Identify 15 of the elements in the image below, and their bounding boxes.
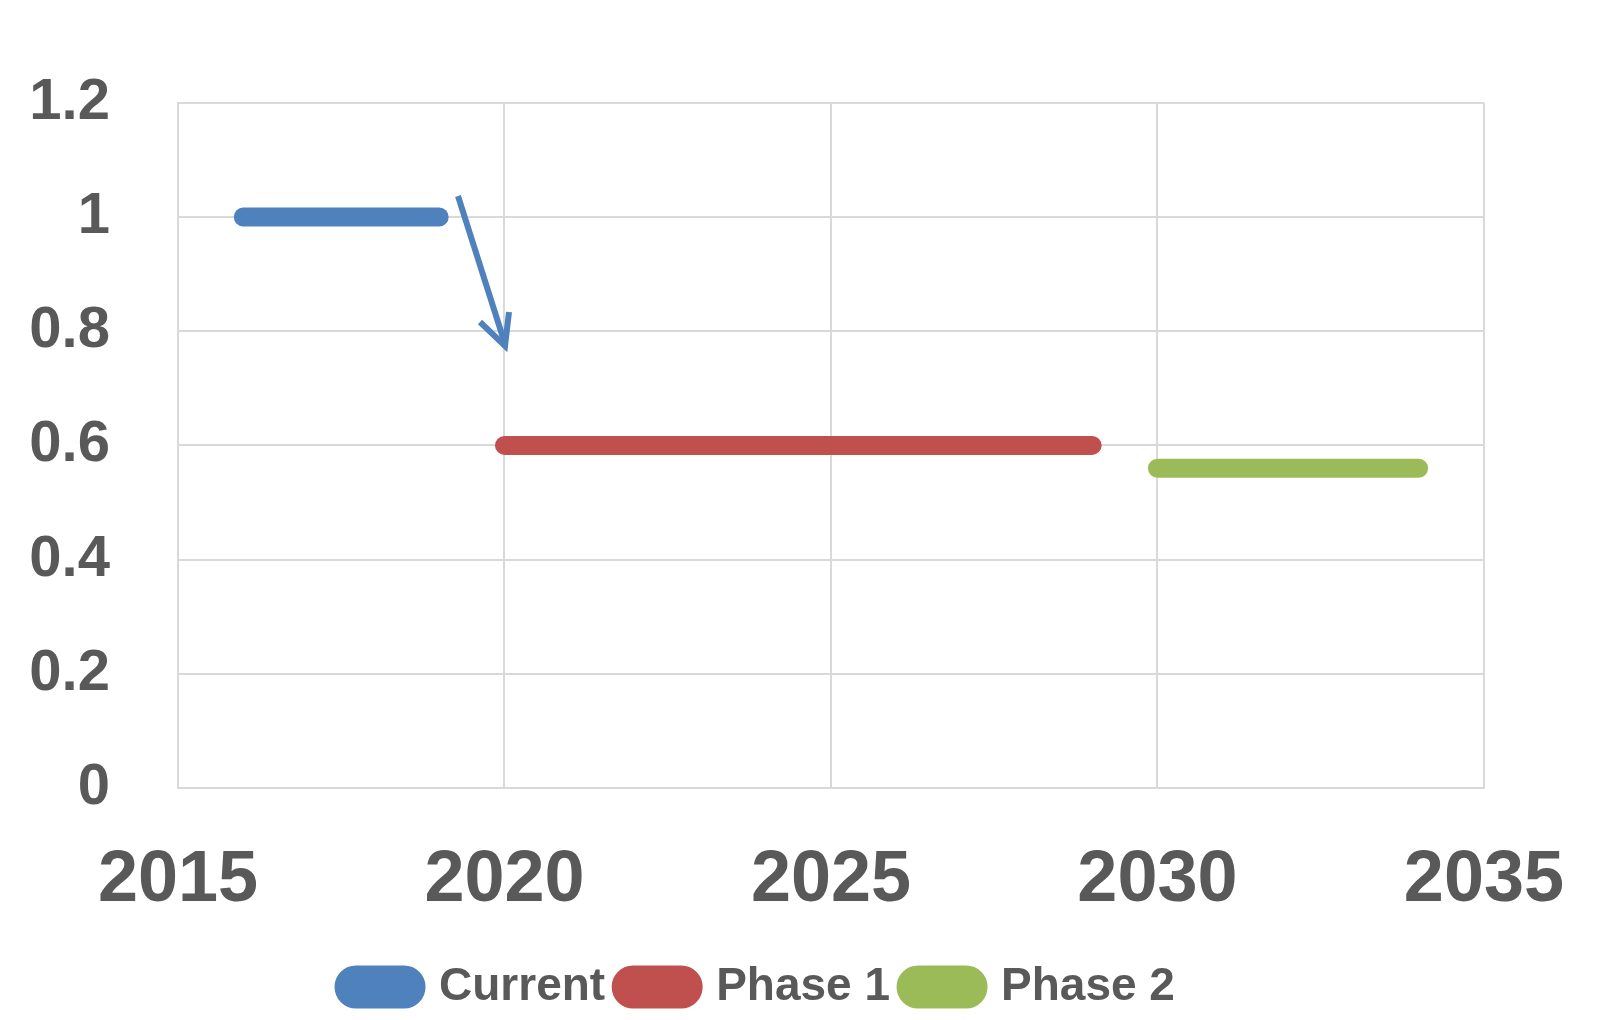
x-tick-label: 2020 (424, 836, 585, 917)
y-tick-label: 0.2 (29, 636, 110, 702)
y-tick-label: 1.2 (29, 65, 110, 131)
legend-label: Phase 1 (716, 957, 891, 1010)
x-tick-label: 2030 (1077, 836, 1238, 917)
x-tick-label: 2035 (1403, 836, 1564, 917)
y-tick-label: 1 (77, 180, 110, 245)
x-tick-label: 2015 (97, 836, 259, 917)
x-tick-label: 2025 (750, 836, 912, 917)
legend-label: Current (439, 957, 606, 1010)
y-tick-label: 0 (77, 751, 110, 816)
y-tick-label: 0.4 (29, 522, 110, 588)
y-tick-label: 0.6 (29, 408, 110, 474)
legend-label: Phase 2 (1001, 957, 1175, 1010)
y-tick-label: 0.8 (29, 294, 110, 360)
